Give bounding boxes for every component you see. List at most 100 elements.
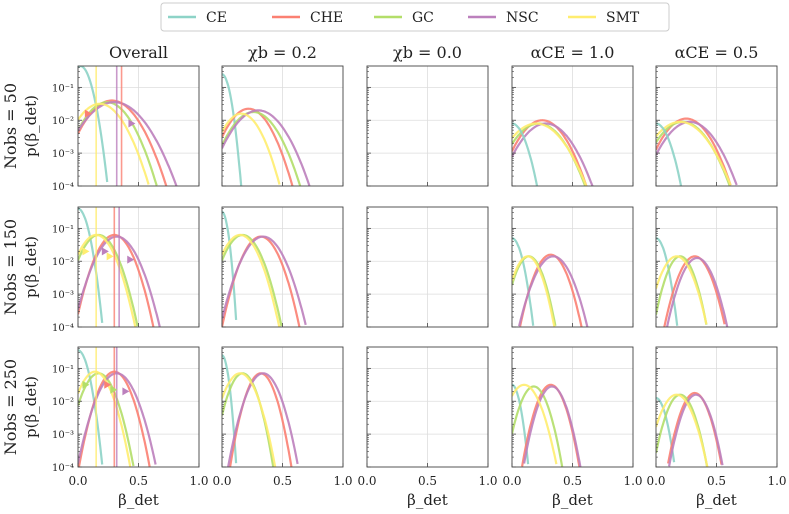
row-label-1: Nobs = 150 <box>1 219 20 315</box>
plot-area <box>656 117 738 186</box>
plot-area <box>512 119 594 186</box>
y-tick-label: 10⁻¹ <box>52 83 74 94</box>
x-tick-label: 1.0 <box>623 474 642 488</box>
series-line-nsc <box>227 372 299 467</box>
panel-r0-c0: 10⁻¹ 10⁻² 10⁻³ 10⁻⁴ <box>52 65 200 193</box>
marker-che <box>104 380 112 389</box>
series-line-che <box>512 119 588 186</box>
marker-nsc <box>122 387 130 396</box>
panel-r1-c0: 10⁻¹ 10⁻² 10⁻³ 10⁻⁴ <box>52 206 200 334</box>
plot-area <box>656 391 724 467</box>
marker-smt <box>106 252 114 261</box>
series-line-smt <box>656 120 732 186</box>
x-tick-label: 0.5 <box>418 474 437 488</box>
marker-smt <box>82 247 90 256</box>
series-line-smt <box>78 370 132 467</box>
x-tick-label: 1.0 <box>767 474 786 488</box>
xlabel-4: β_det <box>696 491 737 509</box>
marker-nsc <box>128 119 136 128</box>
series-line-smt <box>222 233 281 327</box>
series-line-che <box>663 255 726 327</box>
series-line-nsc <box>78 101 178 186</box>
y-tick-label: 10⁻⁴ <box>52 463 74 474</box>
series-line-smt <box>512 383 558 465</box>
legend-label-che: CHE <box>310 10 343 26</box>
plot-area <box>222 354 299 467</box>
row-label-0: Nobs = 50 <box>1 83 20 169</box>
series-line-ce <box>656 122 683 186</box>
x-tick-label: 0.5 <box>563 474 582 488</box>
column-title-2: χb = 0.0 <box>393 43 462 62</box>
series-line-che <box>656 117 732 186</box>
y-tick-label: 10⁻³ <box>52 430 74 441</box>
xlabel-0: β_det <box>118 491 159 509</box>
series-line-gc <box>512 385 564 467</box>
series-line-smt <box>78 102 150 185</box>
legend: CE CHE GC NSC SMT <box>160 2 670 32</box>
x-tick-label: 1.0 <box>478 474 497 488</box>
y-tick-label: 10⁻³ <box>52 149 74 160</box>
x-tick-label: 1.0 <box>189 474 208 488</box>
marker-gc <box>82 380 90 389</box>
y-tick-label: 10⁻¹ <box>52 364 74 375</box>
x-tick-label: 0.5 <box>273 474 292 488</box>
x-tick-label: 0.0 <box>502 474 521 488</box>
ylabel-1: p(β_det) <box>22 236 40 298</box>
panel-r2-c4: 0.0 0.5 1.0 <box>646 346 787 488</box>
y-tick-label: 10⁻⁴ <box>52 182 74 193</box>
y-tick-label: 10⁻³ <box>52 290 74 301</box>
y-tick-label: 10⁻¹ <box>52 224 74 235</box>
y-tick-label: 10⁻⁴ <box>52 323 74 334</box>
row-label-2: Nobs = 250 <box>1 359 20 455</box>
series-line-smt <box>222 372 277 467</box>
panel-r1-c4 <box>655 206 778 328</box>
series-line-nsc <box>518 255 589 327</box>
marker-gc <box>110 385 118 394</box>
series-line-smt <box>512 122 588 186</box>
xlabel-2: β_det <box>407 491 448 509</box>
legend-label-gc: GC <box>412 10 434 26</box>
column-title-1: χb = 0.2 <box>248 43 317 62</box>
x-tick-label: 0.5 <box>129 474 148 488</box>
y-tick-label: 10⁻² <box>52 116 74 127</box>
series-line-nsc <box>523 385 582 467</box>
series-line-nsc <box>222 235 307 326</box>
legend-label-smt: SMT <box>606 10 640 26</box>
series-line-ce <box>78 66 109 183</box>
panel-r0-c2 <box>366 65 489 187</box>
y-tick-label: 10⁻² <box>52 257 74 268</box>
ylabel-2: p(β_det) <box>22 376 40 438</box>
plot-area <box>78 66 178 186</box>
panel-r0-c3 <box>511 65 634 187</box>
panel-r1-c1 <box>221 206 344 328</box>
series-line-gc <box>222 233 283 327</box>
x-tick-label: 0.0 <box>646 474 665 488</box>
panel-r1-c3 <box>511 206 634 328</box>
x-tick-label: 0.0 <box>68 474 87 488</box>
series-line-nsc <box>222 109 311 186</box>
series-line-smt <box>656 255 708 325</box>
xlabel-3: β_det <box>552 491 593 509</box>
series-line-smt <box>512 255 556 327</box>
plot-area <box>222 210 307 327</box>
column-title-0: Overall <box>109 43 168 62</box>
plot-area <box>512 237 589 327</box>
x-tick-label: 0.0 <box>357 474 376 488</box>
x-tick-label: 0.0 <box>212 474 231 488</box>
panel-r1-c2 <box>366 206 489 328</box>
plot-area <box>78 207 161 327</box>
legend-label-nsc: NSC <box>506 10 539 26</box>
series-line-gc <box>222 110 302 186</box>
column-title-3: αCE = 1.0 <box>531 43 615 62</box>
series-line-nsc <box>668 393 724 467</box>
series-line-ce <box>512 122 539 186</box>
legend-label-ce: CE <box>206 10 227 26</box>
series-line-che <box>78 233 155 327</box>
x-tick-label: 0.5 <box>707 474 726 488</box>
series-line-smt <box>78 233 137 327</box>
marker-nsc <box>127 255 135 264</box>
series-line-nsc <box>656 120 738 186</box>
series-line-ce <box>222 73 243 186</box>
series-line-ce <box>656 396 676 463</box>
